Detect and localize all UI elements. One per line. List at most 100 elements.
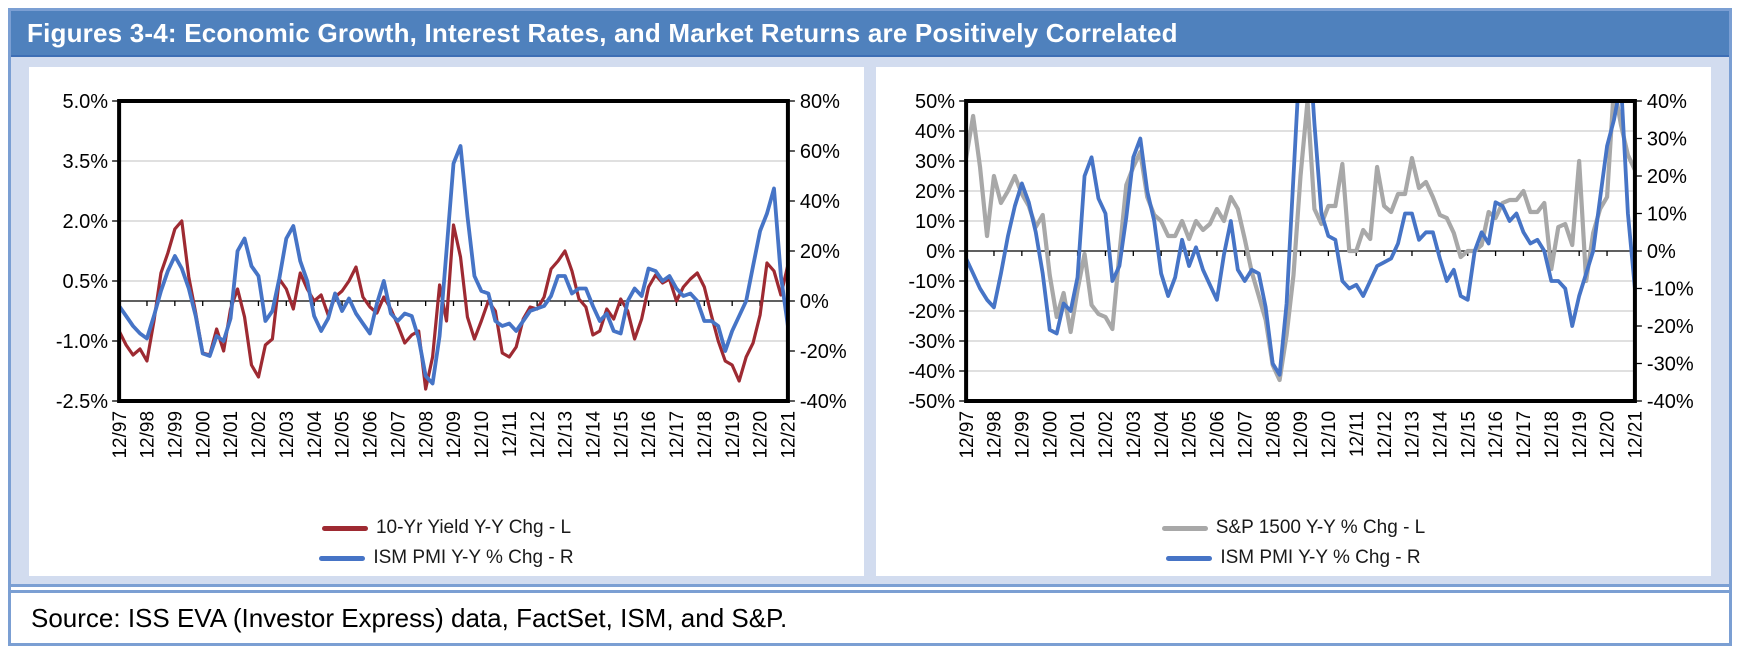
svg-text:12/00: 12/00 xyxy=(193,411,214,459)
legend-swatch xyxy=(1161,525,1208,531)
svg-text:-50%: -50% xyxy=(908,391,955,413)
svg-text:12/10: 12/10 xyxy=(1319,411,1340,459)
svg-text:12/05: 12/05 xyxy=(1180,411,1201,459)
legend-item: ISM PMI Y-Y % Chg - R xyxy=(319,543,574,573)
svg-text:12/05: 12/05 xyxy=(333,411,354,459)
svg-text:12/04: 12/04 xyxy=(1152,411,1173,459)
svg-text:40%: 40% xyxy=(915,121,955,143)
chart-panel-yield-ism: 5.0% 3.5% 2.0% 0.5% -1.0% -2.5% 80% 60% 40% 20% 0%… xyxy=(29,67,864,576)
svg-text:12/02: 12/02 xyxy=(249,411,270,459)
svg-text:12/98: 12/98 xyxy=(138,411,159,459)
svg-text:20%: 20% xyxy=(1647,166,1687,188)
svg-text:12/07: 12/07 xyxy=(388,411,409,459)
svg-text:12/99: 12/99 xyxy=(1012,411,1033,459)
svg-text:12/18: 12/18 xyxy=(1542,411,1563,459)
svg-text:12/03: 12/03 xyxy=(1124,411,1145,459)
legend-item: 10-Yr Yield Y-Y Chg - L xyxy=(321,513,572,543)
svg-text:10%: 10% xyxy=(915,211,955,233)
svg-text:40%: 40% xyxy=(800,191,840,213)
chart-panel-sp1500-ism: 50% 40% 30% 20% 10% 0% -10% -20% -30% -40% -50% 40%… xyxy=(876,67,1711,576)
legend-swatch xyxy=(1166,555,1213,561)
svg-text:12/06: 12/06 xyxy=(1208,411,1229,459)
svg-text:12/17: 12/17 xyxy=(667,411,688,459)
legend-label: 10-Yr Yield Y-Y Chg - L xyxy=(375,517,572,538)
legend-item: S&P 1500 Y-Y % Chg - L xyxy=(1161,513,1426,543)
svg-text:-40%: -40% xyxy=(800,391,847,413)
legend-swatch xyxy=(319,555,366,561)
svg-text:40%: 40% xyxy=(1647,91,1687,113)
svg-text:12/01: 12/01 xyxy=(1068,411,1089,459)
svg-text:12/97: 12/97 xyxy=(110,411,131,459)
legend-swatch xyxy=(321,525,368,531)
svg-text:12/07: 12/07 xyxy=(1235,411,1256,459)
svg-text:80%: 80% xyxy=(800,91,840,113)
legend-label: ISM PMI Y-Y % Chg - R xyxy=(1220,547,1421,568)
svg-text:5.0%: 5.0% xyxy=(62,91,108,113)
svg-text:12/03: 12/03 xyxy=(277,411,298,459)
svg-text:12/10: 12/10 xyxy=(472,411,493,459)
legend-label: ISM PMI Y-Y % Chg - R xyxy=(373,547,574,568)
svg-text:3.5%: 3.5% xyxy=(62,151,108,173)
svg-text:12/99: 12/99 xyxy=(165,411,186,459)
svg-text:12/20: 12/20 xyxy=(751,411,772,459)
svg-text:30%: 30% xyxy=(1647,129,1687,151)
svg-text:12/04: 12/04 xyxy=(305,411,326,459)
svg-text:12/12: 12/12 xyxy=(528,411,549,459)
figure-frame: Figures 3-4: Economic Growth, Interest R… xyxy=(8,8,1732,646)
legend-sp1500-ism: S&P 1500 Y-Y % Chg - L ISM PMI Y-Y % Chg … xyxy=(876,511,1711,576)
svg-text:-20%: -20% xyxy=(908,301,955,323)
svg-text:12/00: 12/00 xyxy=(1040,411,1061,459)
svg-text:12/08: 12/08 xyxy=(416,411,437,459)
svg-text:-20%: -20% xyxy=(1647,316,1694,338)
svg-text:12/21: 12/21 xyxy=(1626,411,1647,459)
legend-label: S&P 1500 Y-Y % Chg - L xyxy=(1215,517,1426,538)
svg-text:0.5%: 0.5% xyxy=(62,271,108,293)
svg-text:12/12: 12/12 xyxy=(1375,411,1396,459)
svg-text:12/13: 12/13 xyxy=(1403,411,1424,459)
svg-text:-10%: -10% xyxy=(908,271,955,293)
svg-text:0%: 0% xyxy=(926,241,955,263)
svg-text:12/15: 12/15 xyxy=(611,411,632,459)
svg-text:12/06: 12/06 xyxy=(361,411,382,459)
svg-text:10%: 10% xyxy=(1647,204,1687,226)
svg-text:12/11: 12/11 xyxy=(500,411,521,457)
line-chart-yield-vs-ism: 5.0% 3.5% 2.0% 0.5% -1.0% -2.5% 80% 60% 40% 20% 0%… xyxy=(29,67,864,511)
svg-text:12/09: 12/09 xyxy=(1291,411,1312,459)
svg-text:20%: 20% xyxy=(800,241,840,263)
svg-text:0%: 0% xyxy=(800,291,829,313)
svg-text:-30%: -30% xyxy=(1647,354,1694,376)
svg-text:-30%: -30% xyxy=(908,331,955,353)
svg-text:20%: 20% xyxy=(915,181,955,203)
svg-text:-2.5%: -2.5% xyxy=(56,391,108,413)
charts-area: 5.0% 3.5% 2.0% 0.5% -1.0% -2.5% 80% 60% 40% 20% 0%… xyxy=(11,57,1729,587)
svg-text:12/16: 12/16 xyxy=(1486,411,1507,459)
source-note: Source: ISS EVA (Investor Express) data,… xyxy=(11,590,1729,643)
svg-text:-20%: -20% xyxy=(800,341,847,363)
svg-text:12/09: 12/09 xyxy=(444,411,465,459)
legend-yield-ism: 10-Yr Yield Y-Y Chg - L ISM PMI Y-Y % Chg… xyxy=(29,511,864,576)
svg-text:12/14: 12/14 xyxy=(583,411,604,459)
svg-text:-1.0%: -1.0% xyxy=(56,331,108,353)
svg-text:0%: 0% xyxy=(1647,241,1676,263)
svg-text:12/16: 12/16 xyxy=(639,411,660,459)
svg-text:12/18: 12/18 xyxy=(695,411,716,459)
svg-text:60%: 60% xyxy=(800,141,840,163)
svg-text:12/15: 12/15 xyxy=(1458,411,1479,459)
svg-text:-40%: -40% xyxy=(1647,391,1694,413)
svg-text:2.0%: 2.0% xyxy=(62,211,108,233)
figure-title: Figures 3-4: Economic Growth, Interest R… xyxy=(11,11,1729,57)
line-chart-sp1500-vs-ism: 50% 40% 30% 20% 10% 0% -10% -20% -30% -40% -50% 40%… xyxy=(876,67,1711,511)
svg-text:12/08: 12/08 xyxy=(1263,411,1284,459)
legend-item: ISM PMI Y-Y % Chg - R xyxy=(1166,543,1421,573)
svg-text:12/01: 12/01 xyxy=(221,411,242,459)
svg-text:50%: 50% xyxy=(915,91,955,113)
svg-text:-10%: -10% xyxy=(1647,279,1694,301)
svg-text:12/11: 12/11 xyxy=(1347,411,1368,457)
svg-text:12/20: 12/20 xyxy=(1598,411,1619,459)
svg-text:12/19: 12/19 xyxy=(1570,411,1591,459)
svg-text:-40%: -40% xyxy=(908,361,955,383)
svg-text:12/98: 12/98 xyxy=(985,411,1006,459)
svg-text:12/97: 12/97 xyxy=(957,411,978,459)
svg-text:12/17: 12/17 xyxy=(1514,411,1535,459)
